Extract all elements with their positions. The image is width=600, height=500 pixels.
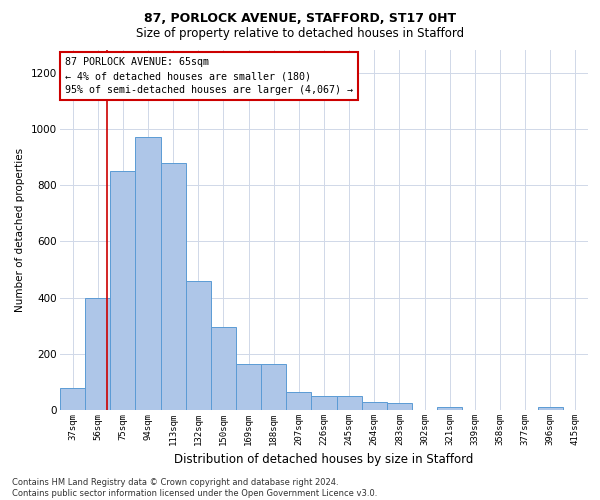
Bar [136, 137, 161, 410]
X-axis label: Distribution of detached houses by size in Stafford: Distribution of detached houses by size … [175, 454, 473, 466]
Bar [538, 407, 563, 410]
Bar [211, 327, 236, 410]
Bar [286, 392, 311, 410]
Bar [110, 171, 136, 410]
Text: Size of property relative to detached houses in Stafford: Size of property relative to detached ho… [136, 28, 464, 40]
Bar [387, 403, 412, 410]
Y-axis label: Number of detached properties: Number of detached properties [16, 148, 25, 312]
Bar [85, 298, 110, 410]
Text: 87 PORLOCK AVENUE: 65sqm
← 4% of detached houses are smaller (180)
95% of semi-d: 87 PORLOCK AVENUE: 65sqm ← 4% of detache… [65, 57, 353, 95]
Bar [261, 364, 286, 410]
Bar [362, 402, 387, 410]
Text: 87, PORLOCK AVENUE, STAFFORD, ST17 0HT: 87, PORLOCK AVENUE, STAFFORD, ST17 0HT [144, 12, 456, 26]
Text: Contains HM Land Registry data © Crown copyright and database right 2024.
Contai: Contains HM Land Registry data © Crown c… [12, 478, 377, 498]
Bar [161, 162, 186, 410]
Bar [437, 407, 462, 410]
Bar [186, 280, 211, 410]
Bar [337, 396, 362, 410]
Bar [60, 388, 85, 410]
Bar [311, 396, 337, 410]
Bar [236, 364, 261, 410]
